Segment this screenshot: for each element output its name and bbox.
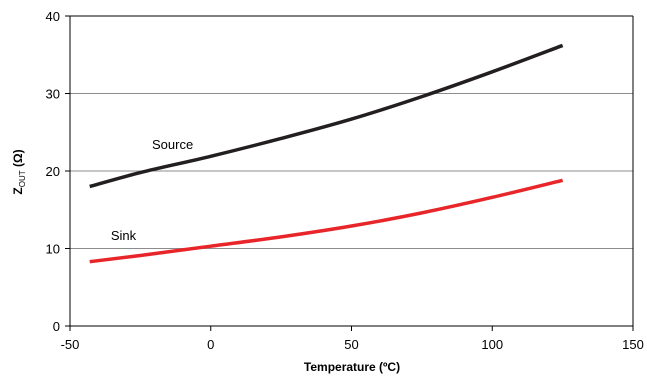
y-axis-title: ZOUT (Ω)	[11, 149, 27, 194]
y-tick-label-0: 0	[53, 319, 60, 334]
y-axis-title-main: Z	[11, 187, 25, 194]
axes	[65, 15, 634, 331]
x-tick-label-0: 0	[207, 337, 214, 352]
series-lines	[89, 43, 564, 264]
y-axis-title-subscript: OUT	[18, 170, 27, 187]
x-tick-label-50: 50	[344, 337, 358, 352]
y-tick-label-30: 30	[46, 87, 60, 102]
y-axis-title-unit: (Ω)	[11, 149, 25, 170]
annotation-sink: Sink	[111, 228, 137, 243]
annotations: Source Sink	[111, 137, 193, 243]
x-tick-label-100: 100	[481, 337, 503, 352]
x-axis-title: Temperature (ºC)	[304, 360, 400, 374]
series-line-source	[89, 43, 564, 189]
series-line-sink	[89, 178, 564, 264]
x-tick-label-150: 150	[622, 337, 644, 352]
y-tick-label-10: 10	[46, 242, 60, 257]
y-tick-label-20: 20	[46, 164, 60, 179]
y-tick-label-40: 40	[46, 9, 60, 24]
x-tick-label--50: -50	[61, 337, 80, 352]
annotation-source: Source	[152, 137, 193, 152]
